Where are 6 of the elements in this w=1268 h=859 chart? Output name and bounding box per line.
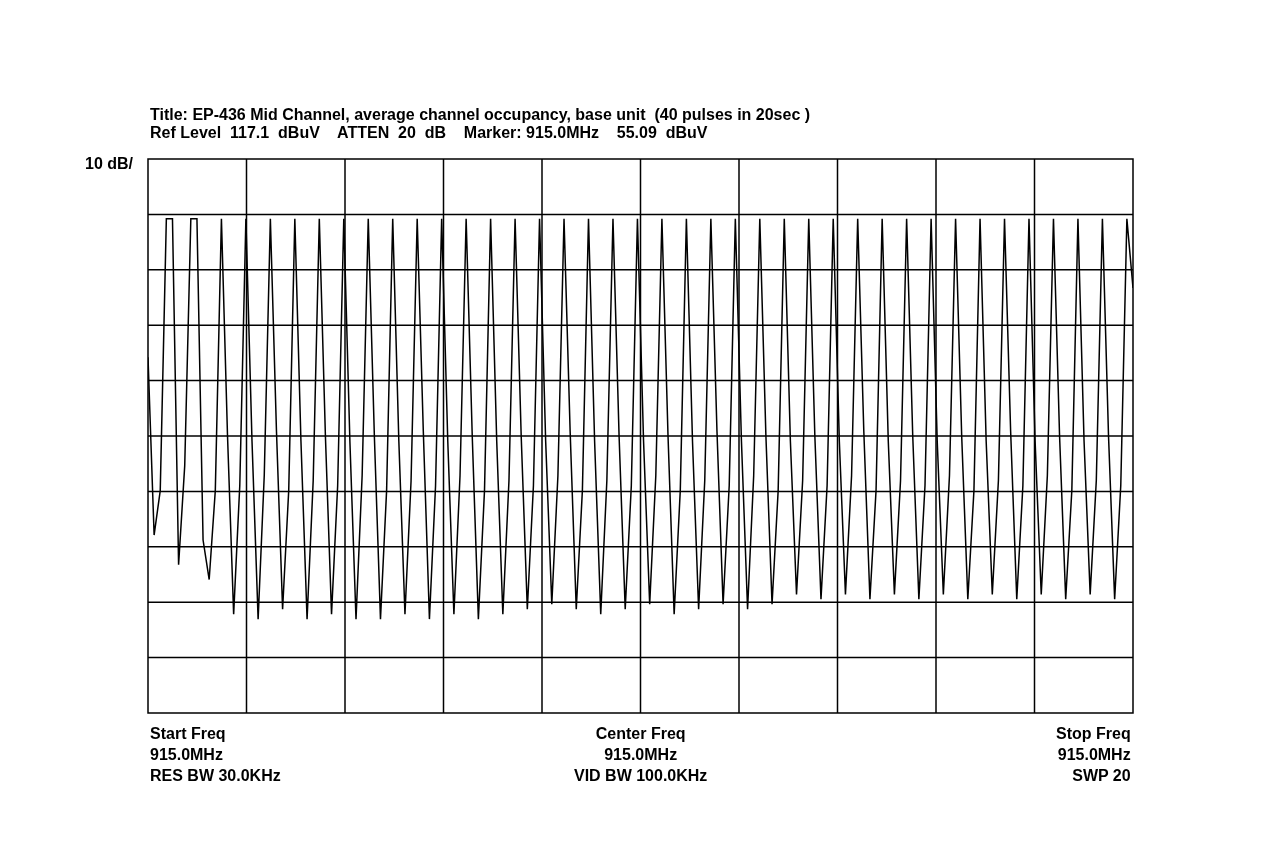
text: Stop Freq 915.0MHz SWP 20 — [1056, 725, 1131, 784]
text: Start Freq 915.0MHz RES BW 30.0KHz — [150, 725, 281, 784]
text: Center Freq 915.0MHz VID BW 100.0KHz — [574, 725, 708, 784]
chart-title: Title: EP-436 Mid Channel, average channel occupancy, base unit (40 pulses in 20sec ) — [150, 106, 811, 123]
y-axis-title: 10 dB/ — [85, 155, 134, 172]
chart-subtitle: Ref Level 117.1 dBuV ATTEN 20 dB Marker: 915.0MHz 55.09 dBuV — [150, 124, 708, 141]
